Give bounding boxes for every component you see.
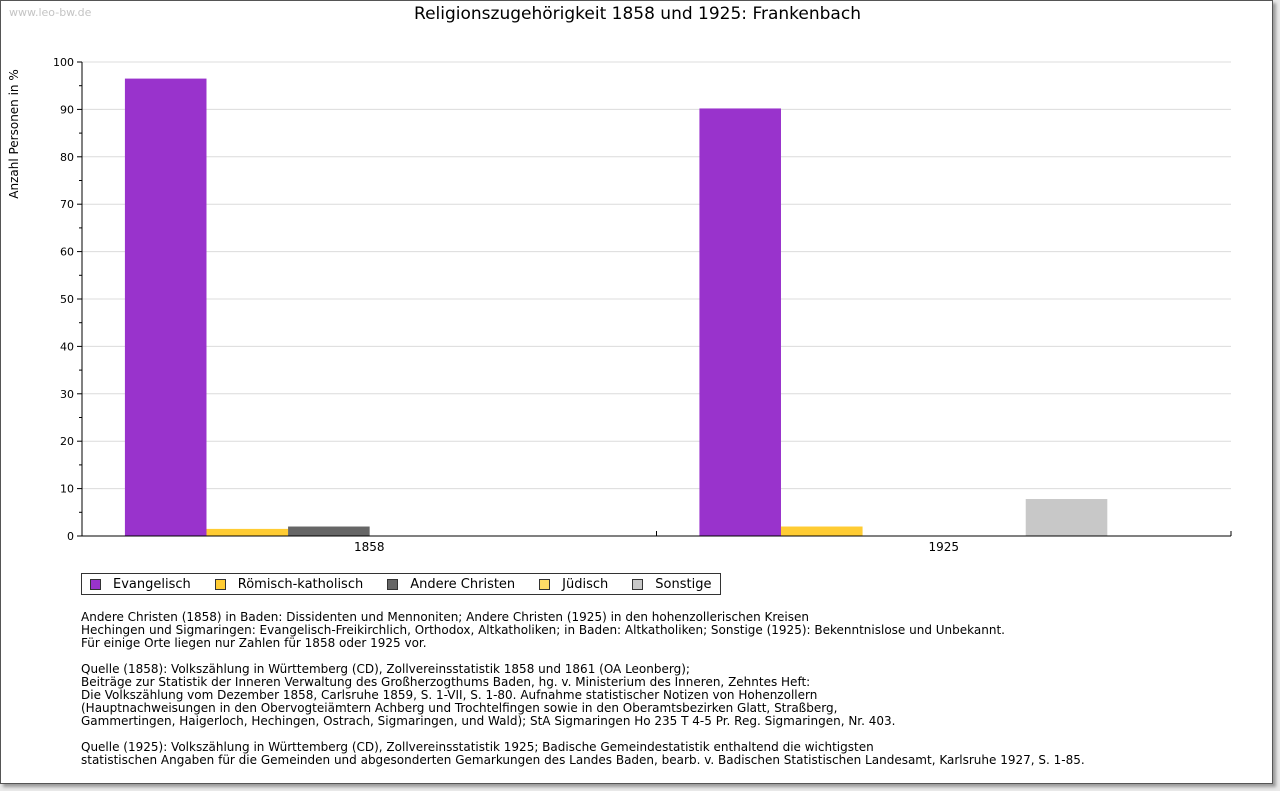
legend: Evangelisch Römisch-katholisch Andere Chri… — [81, 573, 722, 595]
note-line: Für einige Orte liegen nur Zahlen für 18… — [81, 636, 427, 650]
note-line: (Hauptnachweisungen in den Obervogteiämt… — [81, 701, 838, 715]
y-tick-label: 0 — [67, 530, 74, 543]
bar-evangelisch-1858 — [124, 78, 207, 536]
bar-evangelisch-1925 — [699, 108, 781, 537]
chart-title: Religionszugehörigkeit 1858 und 1925: Fr… — [414, 4, 861, 24]
y-tick-label: 60 — [60, 246, 74, 259]
note-line: Beiträge zur Statistik der Inneren Verwa… — [81, 675, 811, 689]
note-line: Gammertingen, Haigerloch, Hechingen, Ost… — [81, 714, 896, 728]
note-line: Quelle (1858): Volkszählung in Württembe… — [81, 662, 690, 676]
legend-label: Sonstige — [655, 576, 712, 592]
legend-label: Andere Christen — [410, 576, 516, 592]
y-tick-label: 100 — [53, 56, 74, 69]
bars — [124, 78, 1108, 537]
legend-swatch — [387, 578, 399, 590]
legend-swatch — [214, 578, 226, 590]
y-tick-label: 70 — [60, 198, 74, 211]
bar-r-misch-katholisch-1858 — [206, 528, 289, 536]
legend-label: Evangelisch — [113, 576, 191, 592]
y-tick-label: 90 — [60, 103, 74, 116]
y-tick-label: 10 — [60, 483, 74, 496]
note-line: Hechingen und Sigmaringen: Evangelisch-F… — [81, 623, 1005, 637]
chart-notes: Andere Christen (1858) in Baden: Disside… — [81, 611, 1261, 780]
bar-r-misch-katholisch-1925 — [780, 526, 863, 536]
legend-entry: Sonstige — [632, 577, 711, 592]
bar-sonstige-1925 — [1025, 499, 1108, 536]
note-paragraph: Andere Christen (1858) in Baden: Disside… — [81, 611, 1261, 650]
note-line: Quelle (1925): Volkszählung in Württembe… — [81, 740, 874, 754]
legend-entry: Evangelisch — [90, 577, 191, 592]
plot-area: 0 10 20 30 40 50 60 70 80 90 100 1858 1925 Anzahl Pe… — [7, 56, 1232, 554]
legend-label: Römisch-katholisch — [237, 576, 364, 592]
axes: 0 10 20 30 40 50 60 70 80 90 100 1858 1925 — [53, 56, 1232, 554]
legend-entry: Römisch-katholisch — [214, 576, 364, 592]
watermark: www.leo-bw.de — [9, 6, 92, 19]
note-paragraph: Quelle (1858): Volkszählung in Württembe… — [81, 663, 1261, 728]
note-paragraph: Quelle (1925): Volkszählung in Württembe… — [81, 741, 1261, 767]
grid-lines — [82, 61, 1231, 490]
y-axis-label: Anzahl Personen in % — [7, 69, 21, 199]
y-tick-label: 50 — [60, 293, 74, 306]
legend-entry: Andere Christen — [387, 577, 515, 592]
y-tick-label: 40 — [60, 340, 74, 353]
x-tick-label: 1925 — [928, 540, 959, 554]
x-tick-label: 1858 — [354, 540, 385, 554]
legend-label: Jüdisch — [562, 576, 609, 592]
y-tick-label: 30 — [60, 388, 74, 401]
note-line: statistischen Angaben für die Gemeinden … — [81, 753, 1085, 767]
y-tick-label: 80 — [60, 151, 74, 164]
legend-swatch — [539, 578, 551, 590]
y-tick-label: 20 — [60, 435, 74, 448]
legend-swatch — [632, 578, 644, 590]
note-line: Andere Christen (1858) in Baden: Disside… — [81, 610, 809, 624]
bar-andere-christen-1858 — [288, 526, 370, 536]
legend-entry: Jüdisch — [539, 577, 608, 592]
legend-swatch — [90, 578, 101, 590]
note-line: Die Volkszählung vom Dezember 1858, Carl… — [81, 688, 818, 702]
